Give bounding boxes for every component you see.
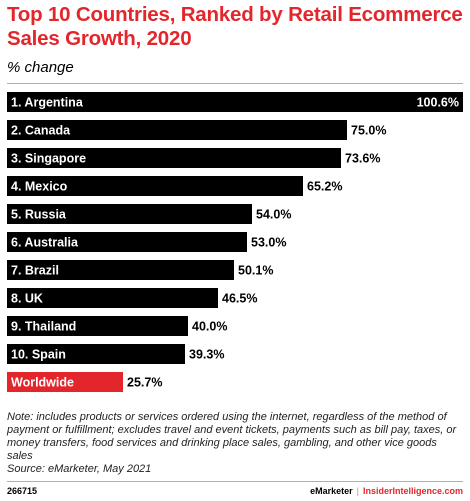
brand-emarketer: eMarketer	[310, 486, 353, 496]
bar-label-mexico: 4. Mexico	[11, 180, 68, 194]
value-label-brazil: 50.1%	[238, 264, 273, 278]
footer-divider	[7, 481, 463, 482]
bar-chart: 1. Argentina 100.6% 2. Canada 75.0% 3. Singa…	[7, 92, 463, 392]
bar-label-russia: 5. Russia	[11, 208, 67, 222]
bar-worldwide	[7, 372, 123, 392]
footer-brand: eMarketer | InsiderIntelligence.com	[310, 486, 463, 496]
bar-label-brazil: 7. Brazil	[11, 264, 59, 278]
value-label-australia: 53.0%	[251, 236, 286, 250]
bar-label-worldwide: Worldwide	[11, 376, 74, 390]
value-label-worldwide: 25.7%	[127, 376, 162, 390]
brand-separator: |	[356, 486, 359, 496]
chart-subtitle: % change	[7, 59, 74, 76]
bar-spain	[7, 344, 185, 364]
bar-russia	[7, 204, 252, 224]
bar-singapore	[7, 148, 341, 168]
bar-label-singapore: 3. Singapore	[11, 152, 86, 166]
bar-label-thailand: 9. Thailand	[11, 320, 76, 334]
header-divider	[7, 83, 463, 84]
bar-uk	[7, 288, 218, 308]
value-label-uk: 46.5%	[222, 292, 257, 306]
bar-label-canada: 2. Canada	[11, 124, 71, 138]
value-label-spain: 39.3%	[189, 348, 224, 362]
bar-label-argentina: 1. Argentina	[11, 96, 84, 110]
value-label-mexico: 65.2%	[307, 180, 342, 194]
value-label-canada: 75.0%	[351, 124, 386, 138]
bar-canada	[7, 120, 347, 140]
bar-label-australia: 6. Australia	[11, 236, 79, 250]
value-label-argentina: 100.6%	[417, 96, 459, 110]
chart-id: 266715	[7, 486, 38, 496]
chart-note: Note: includes products or services orde…	[7, 411, 457, 462]
brand-insider-intelligence: InsiderIntelligence.com	[362, 486, 463, 496]
bar-label-spain: 10. Spain	[11, 348, 66, 362]
value-label-singapore: 73.6%	[345, 152, 380, 166]
bar-thailand	[7, 316, 188, 336]
bar-australia	[7, 232, 247, 252]
bar-argentina	[7, 92, 463, 112]
chart-title: Top 10 Countries, Ranked by Retail Ecomm…	[7, 3, 463, 50]
bar-mexico	[7, 176, 303, 196]
chart-source: Source: eMarketer, May 2021	[7, 463, 152, 475]
value-label-russia: 54.0%	[256, 208, 291, 222]
value-label-thailand: 40.0%	[192, 320, 227, 334]
bar-brazil	[7, 260, 234, 280]
bar-label-uk: 8. UK	[11, 292, 43, 306]
